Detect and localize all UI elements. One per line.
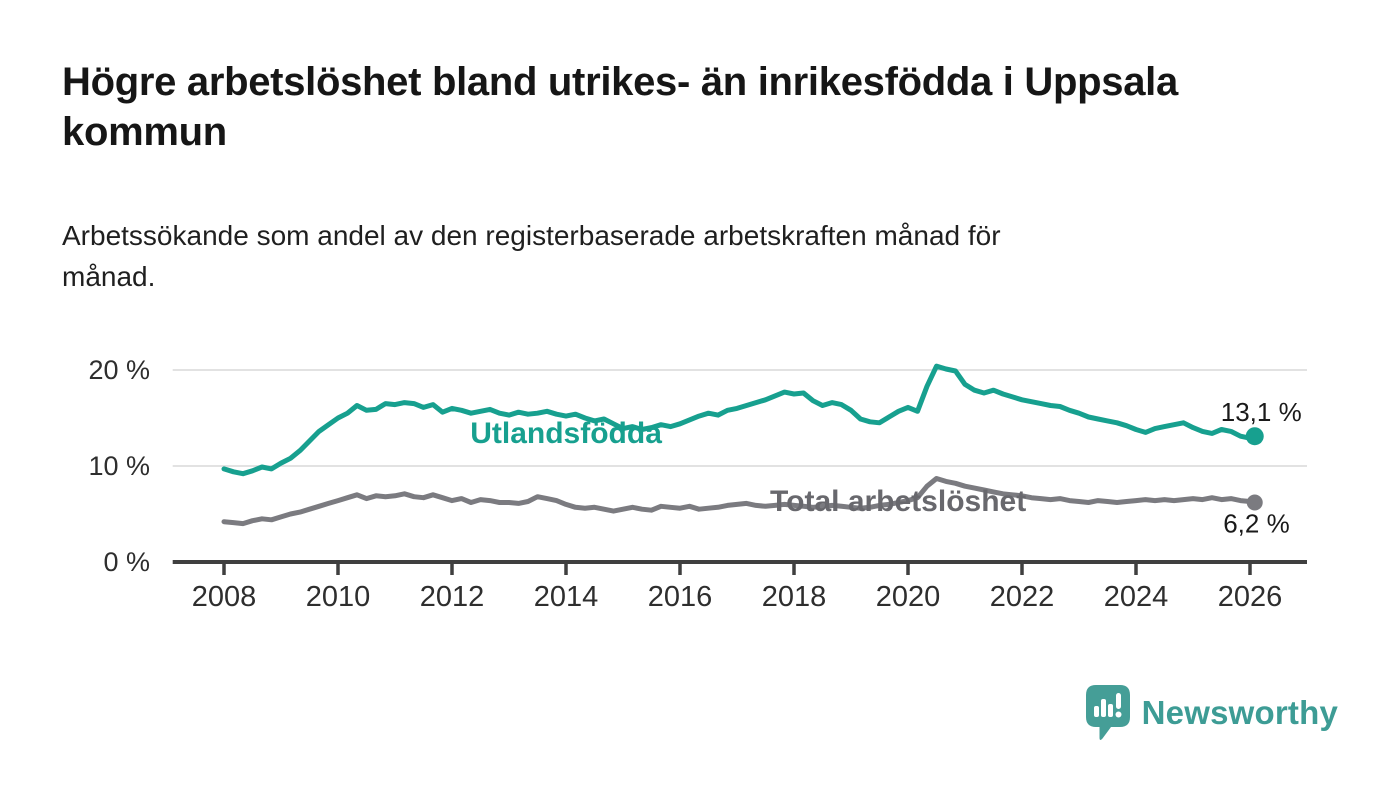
- series-end-dot-0: [1245, 427, 1264, 446]
- newsworthy-logo-icon: [1085, 685, 1130, 741]
- chart-area: 2008 2010 2012 2014 2016 2018 2020 2022 2024 2026…: [0, 330, 1400, 650]
- x-tick-label-2012: 2012: [420, 581, 485, 613]
- brand-footer: Newsworthy: [1085, 684, 1338, 742]
- x-tick-label-2018: 2018: [762, 581, 827, 613]
- y-tick-label-10: 10 %: [88, 451, 150, 481]
- series-line-0: [221, 363, 1258, 477]
- chart-subtitle: Arbetssökande som andel av den registerb…: [62, 220, 1001, 292]
- series-label-1: Total arbetslöshet: [770, 485, 1026, 518]
- y-tick-label-0: 0 %: [103, 547, 150, 577]
- series-end-dot-1: [1246, 494, 1263, 511]
- x-tick-label-2016: 2016: [648, 581, 713, 613]
- x-tick-label-2024: 2024: [1104, 581, 1169, 613]
- x-tick-label-2026: 2026: [1218, 581, 1283, 613]
- x-tick-label-2020: 2020: [876, 581, 941, 613]
- unemployment-line-chart: 2008 2010 2012 2014 2016 2018 2020 2022 2024 2026…: [88, 355, 1307, 613]
- x-tick-label-2022: 2022: [990, 581, 1055, 613]
- series-end-value-1: 6,2 %: [1223, 508, 1290, 538]
- page-title: Högre arbetslöshet bland utrikes- än inr…: [62, 60, 1178, 154]
- series-line-1: [221, 476, 1258, 527]
- series-end-value-0: 13,1 %: [1221, 397, 1302, 427]
- x-tick-label-2010: 2010: [306, 581, 371, 613]
- series-label-0: Utlandsfödda: [470, 417, 662, 450]
- x-tick-label-2014: 2014: [534, 581, 599, 613]
- y-tick-label-20: 20 %: [88, 355, 150, 385]
- x-tick-label-2008: 2008: [192, 581, 257, 613]
- brand-name: Newsworthy: [1141, 694, 1338, 731]
